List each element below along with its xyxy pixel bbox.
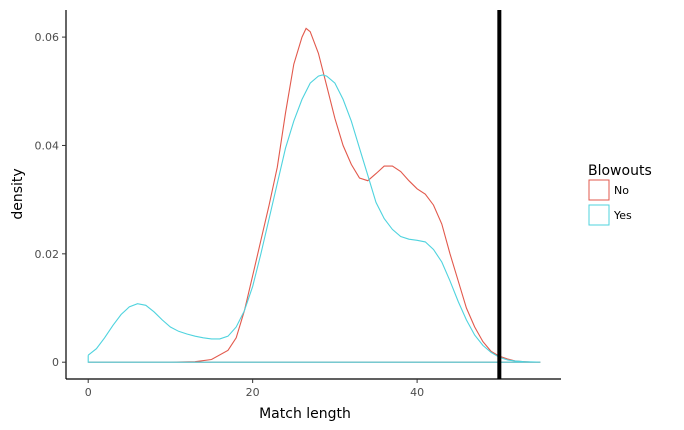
legend-key-no <box>588 179 610 201</box>
series-no-curve <box>88 27 541 363</box>
axes-layer <box>65 10 561 380</box>
y-tick-label: 0 <box>52 356 59 369</box>
x-tick-label: 40 <box>410 386 424 399</box>
legend: Blowouts No Yes <box>588 163 652 226</box>
series-layer <box>87 27 541 363</box>
ticks-layer: 0 20 40 0 0.02 0.04 0.06 <box>35 31 425 399</box>
y-tick-label: 0.06 <box>35 31 60 44</box>
legend-label-yes: Yes <box>613 209 632 222</box>
legend-item-yes: Yes <box>588 204 632 226</box>
x-axis-title: Match length <box>259 406 351 422</box>
legend-key-yes <box>588 204 610 226</box>
x-tick-label: 0 <box>85 386 92 399</box>
legend-items: No Yes <box>588 179 632 226</box>
series-yes-curve <box>87 74 541 363</box>
legend-title: Blowouts <box>588 163 652 179</box>
legend-label-no: No <box>614 184 629 197</box>
y-axis-title: density <box>10 168 26 219</box>
legend-item-no: No <box>588 179 629 201</box>
y-tick-label: 0.02 <box>35 248 60 261</box>
x-tick-label: 20 <box>246 386 260 399</box>
y-tick-label: 0.04 <box>35 139 60 152</box>
